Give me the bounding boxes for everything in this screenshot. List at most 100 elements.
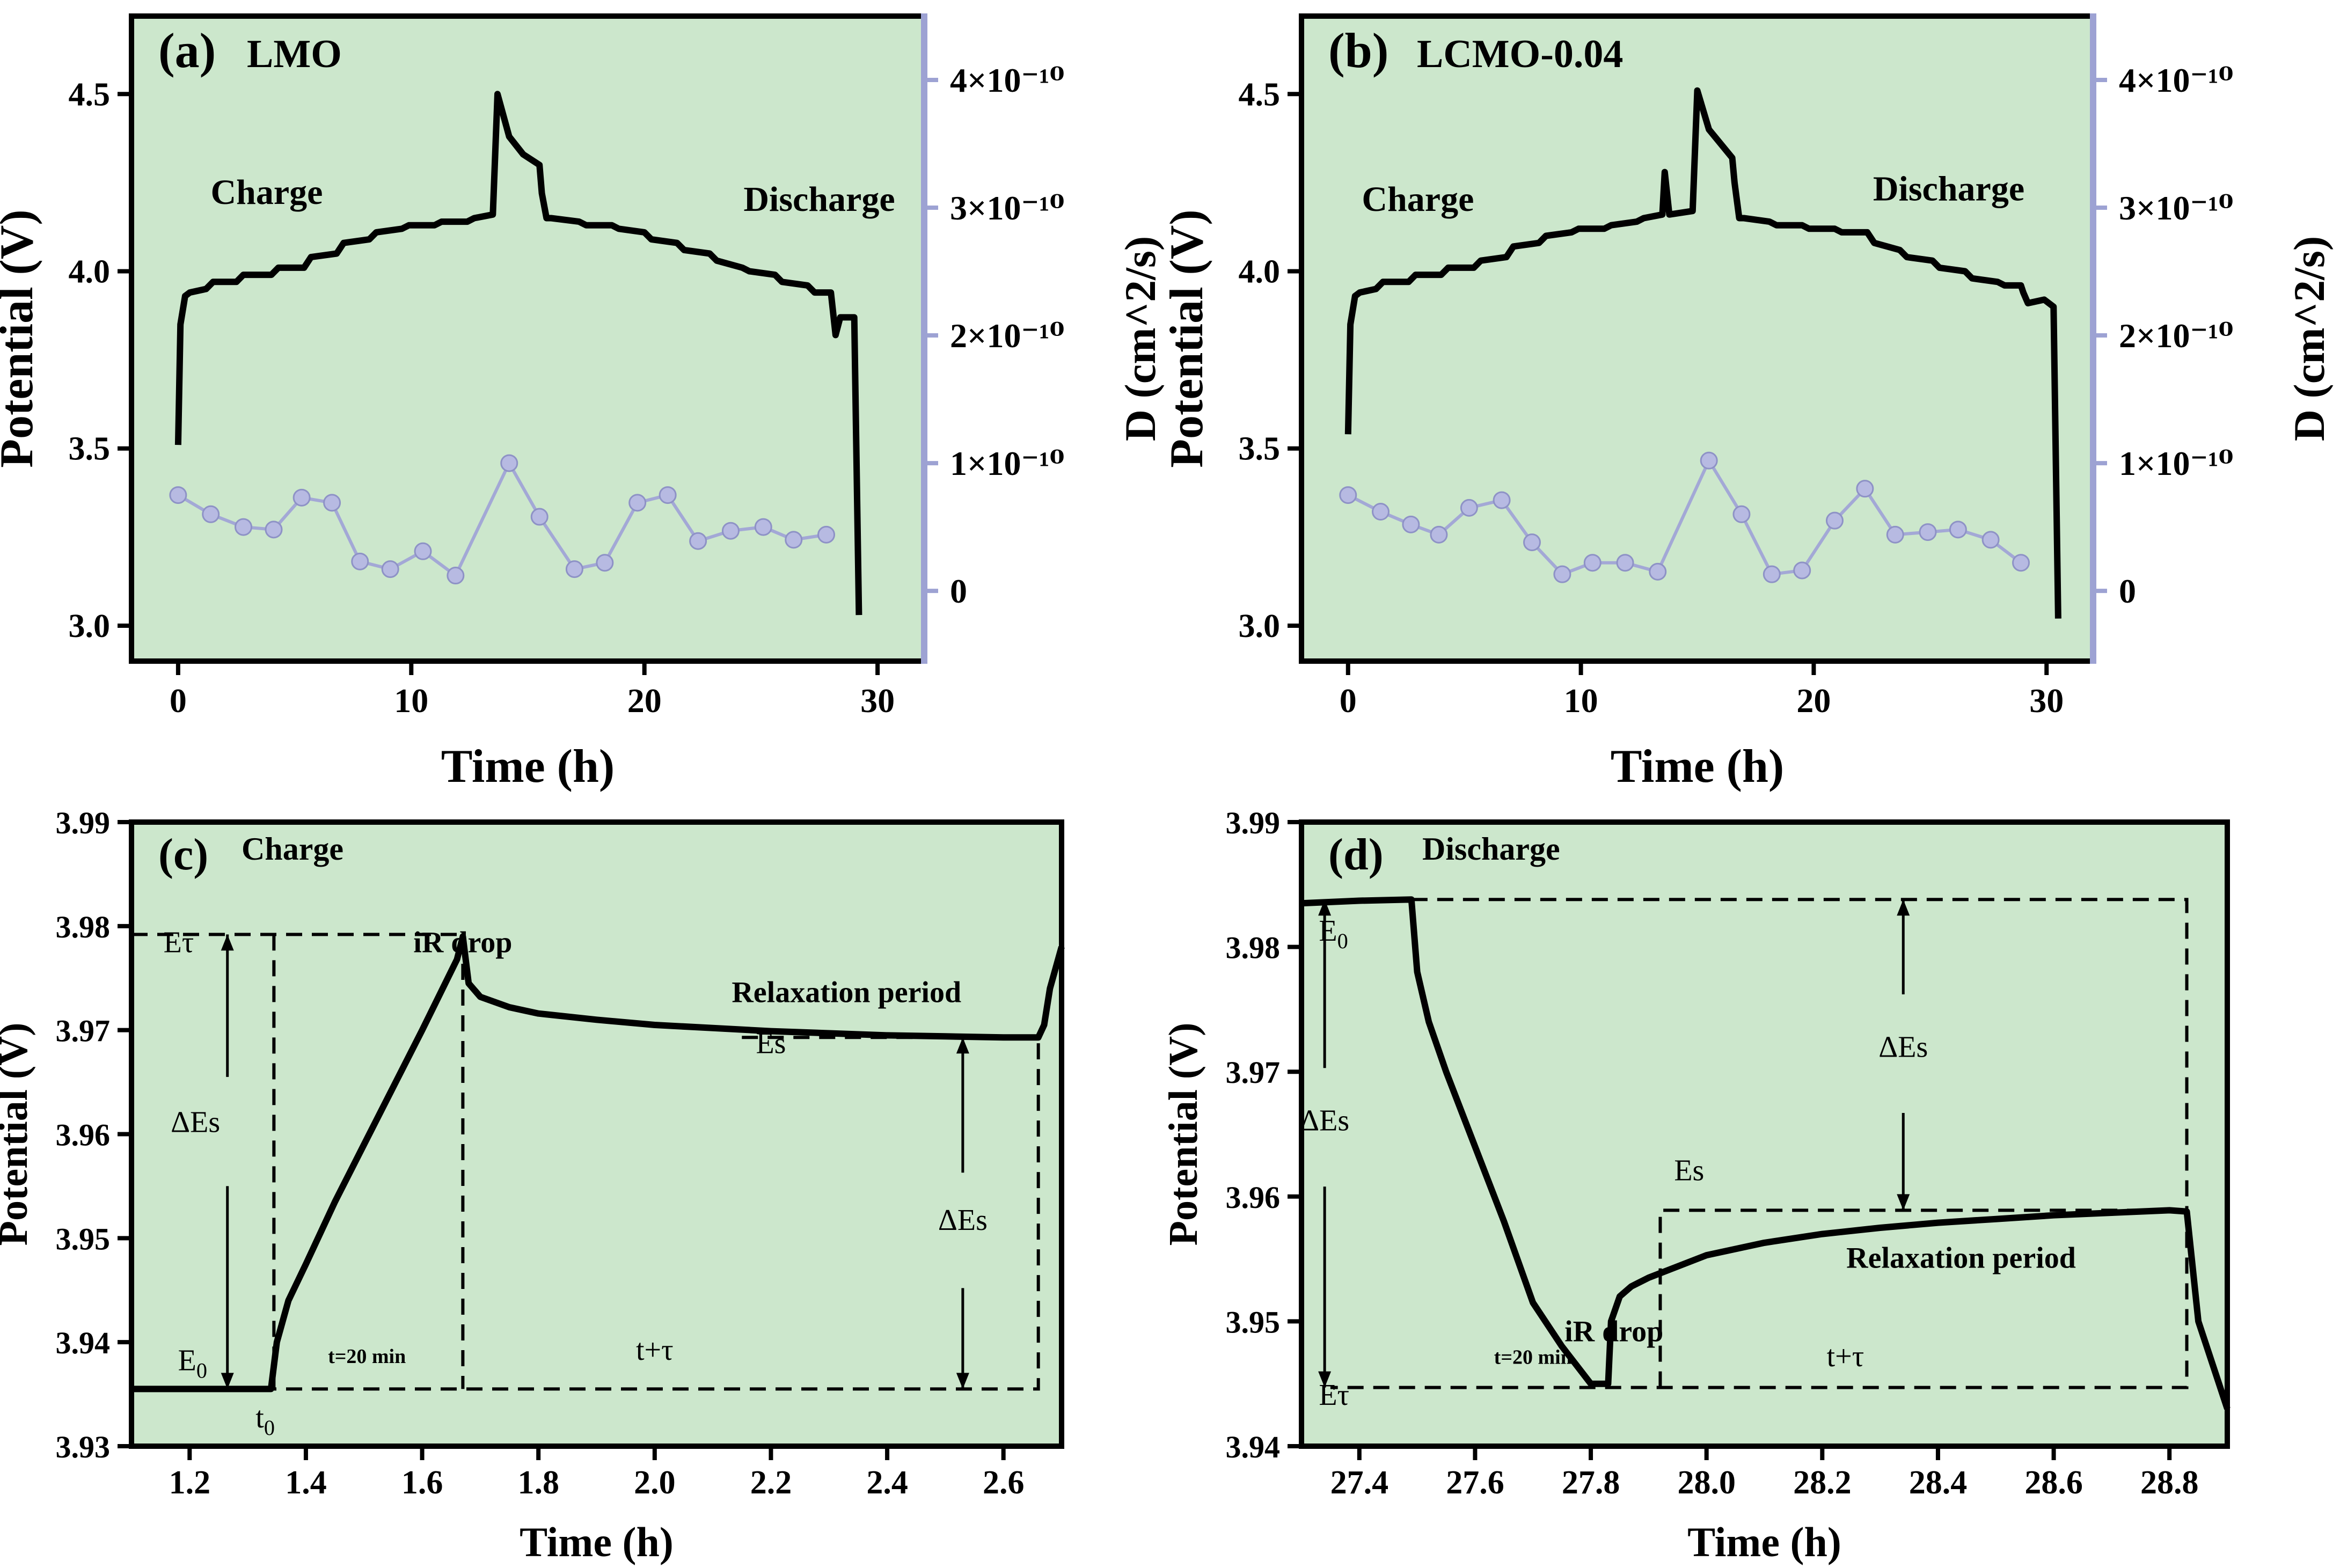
annotation: t+τ [1827,1340,1864,1373]
panel-title: Charge [242,831,343,867]
annotation-text: ΔEs [171,1106,220,1139]
dashed-box-outer [1330,898,2189,1389]
y-tick-label: 3.97 [1226,1055,1281,1090]
y-axis-title: Potential (V) [0,1023,36,1246]
x-axis-title: Time (h) [520,1519,674,1565]
series-d-point [169,486,187,504]
series-d-point [500,454,518,472]
y2-tick-label: 3×10⁻¹⁰ [2119,189,2233,227]
y-tick-label: 3.98 [1226,930,1281,965]
y2-tick-label: 0 [950,572,967,610]
annotation: Es [756,1027,786,1060]
series-d-point [292,488,311,507]
series-d-point [447,567,465,585]
annotation-text: t [255,1401,264,1434]
x-tick-label: 27.6 [1446,1464,1504,1501]
series-d-point [1372,503,1390,521]
x-axis-title: Time (h) [1687,1519,1841,1565]
annotation: E0 [1319,914,1348,953]
x-tick-label: 27.4 [1330,1464,1389,1501]
series-d-point [1339,486,1357,504]
panel-title: Discharge [1422,831,1560,867]
y2-axis-title: D (cm^2/s) [2285,236,2334,441]
y-tick-label: 3.94 [56,1325,111,1360]
x-tick-label: 28.2 [1793,1464,1852,1501]
x-tick-label: 10 [394,682,428,720]
x-tick-label: 1.8 [517,1464,559,1501]
annotation: Relaxation period [1846,1241,2076,1274]
dashed-box-relax [131,1037,1040,1391]
plot-area [131,16,924,661]
annotation: E0 [178,1344,207,1383]
annotation: t+τ [636,1333,674,1367]
annotation-text: Eτ [1319,1379,1349,1412]
x-tick-label: 20 [627,682,662,720]
y-tick-label: 4.5 [1239,76,1281,113]
arrow-up-left-head [1318,899,1332,916]
x-tick-label: 28.4 [1909,1464,1968,1501]
series-potential-line [174,91,862,616]
y2-tick-label: 2×10⁻¹⁰ [950,317,1064,355]
annotation-text: ΔEs [1878,1030,1928,1064]
panel-c: 1.2 1.4 1.6 1.8 2.0 2.2 2.4 2.6 3.93 3.94 3.95 3.96… [0,805,1065,1565]
y-tick-label: 3.96 [56,1118,111,1153]
x-tick-label: 1.2 [169,1464,211,1501]
annotation: Discharge [743,180,895,219]
annotation-text: E [178,1344,196,1378]
annotation: Es [1674,1154,1704,1188]
dashed-box-es [1658,1208,2187,1388]
annotation-text: ΔEs [1300,1104,1349,1138]
series-d-point [1919,523,1937,541]
arrow-up-right-head [956,1037,969,1054]
annotation: ΔEs [171,1106,220,1139]
annotation-subscript: 0 [196,1359,207,1383]
annotation: ΔEs [1300,1104,1349,1138]
y-tick-label: 3.0 [1239,608,1281,644]
panel-label: (c) [158,830,208,880]
y-axis-title: Potential (V) [1161,209,1213,467]
series-d-point [689,532,707,550]
series-d-point [596,554,614,572]
y2-tick-label: 4×10⁻¹⁰ [2119,61,2233,99]
y2-tick-label: 2×10⁻¹⁰ [2119,317,2233,355]
plot-frame [1299,819,2230,1449]
arrow-up-left-head [221,934,234,951]
annotation-text: t+τ [636,1333,674,1367]
plot-area [1301,822,2227,1446]
annotation-text: Es [1674,1154,1704,1188]
x-tick-label: 28.0 [1677,1464,1736,1501]
x-tick-label: 30 [860,682,895,720]
y2-axis-title: D (cm^2/s) [1116,236,1165,441]
y-tick-label: 3.97 [56,1014,111,1049]
panel-title: LCMO-0.04 [1417,32,1623,76]
series-potential-line [1301,896,2231,1410]
y-tick-label: 3.98 [56,910,111,944]
annotation-text: E [1319,914,1337,948]
plot-area [131,822,1062,1446]
annotation-text: t+τ [1827,1340,1864,1373]
series-d-point [1981,531,2000,549]
series-d-point [1649,562,1667,581]
series-d-point [1583,554,1602,572]
y-tick-label: 3.94 [1226,1430,1281,1464]
series-d-point [1793,561,1811,580]
annotation: ΔEs [1878,1030,1928,1064]
series-d-point [381,560,399,578]
y-tick-label: 3.99 [56,805,111,840]
y-tick-label: 3.95 [56,1221,111,1256]
panel-b: 0 10 20 30 3.0 3.5 4.0 4.5 0 1×10⁻¹⁰ 2×10⁻¹⁰ 3×10⁻¹… [1161,13,2334,793]
series-d-point [1949,521,1967,539]
y-tick-label: 4.0 [69,254,111,290]
panel-d: 27.4 27.6 27.8 28.0 28.2 28.4 28.6 28.8 3.94 3.95… [1161,805,2231,1565]
y2-tick-label: 4×10⁻¹⁰ [950,61,1064,99]
annotation-text: Relaxation period [1846,1241,2076,1274]
x-tick-label: 2.0 [634,1464,676,1501]
y-tick-label: 3.96 [1226,1180,1281,1215]
series-d-point [235,518,253,536]
series-d-point [1700,451,1718,470]
series-d-point [628,494,647,512]
annotation: Charge [210,173,323,212]
x-tick-label: 27.8 [1562,1464,1620,1501]
series-d-point [414,542,432,560]
series-d-point [785,531,803,549]
